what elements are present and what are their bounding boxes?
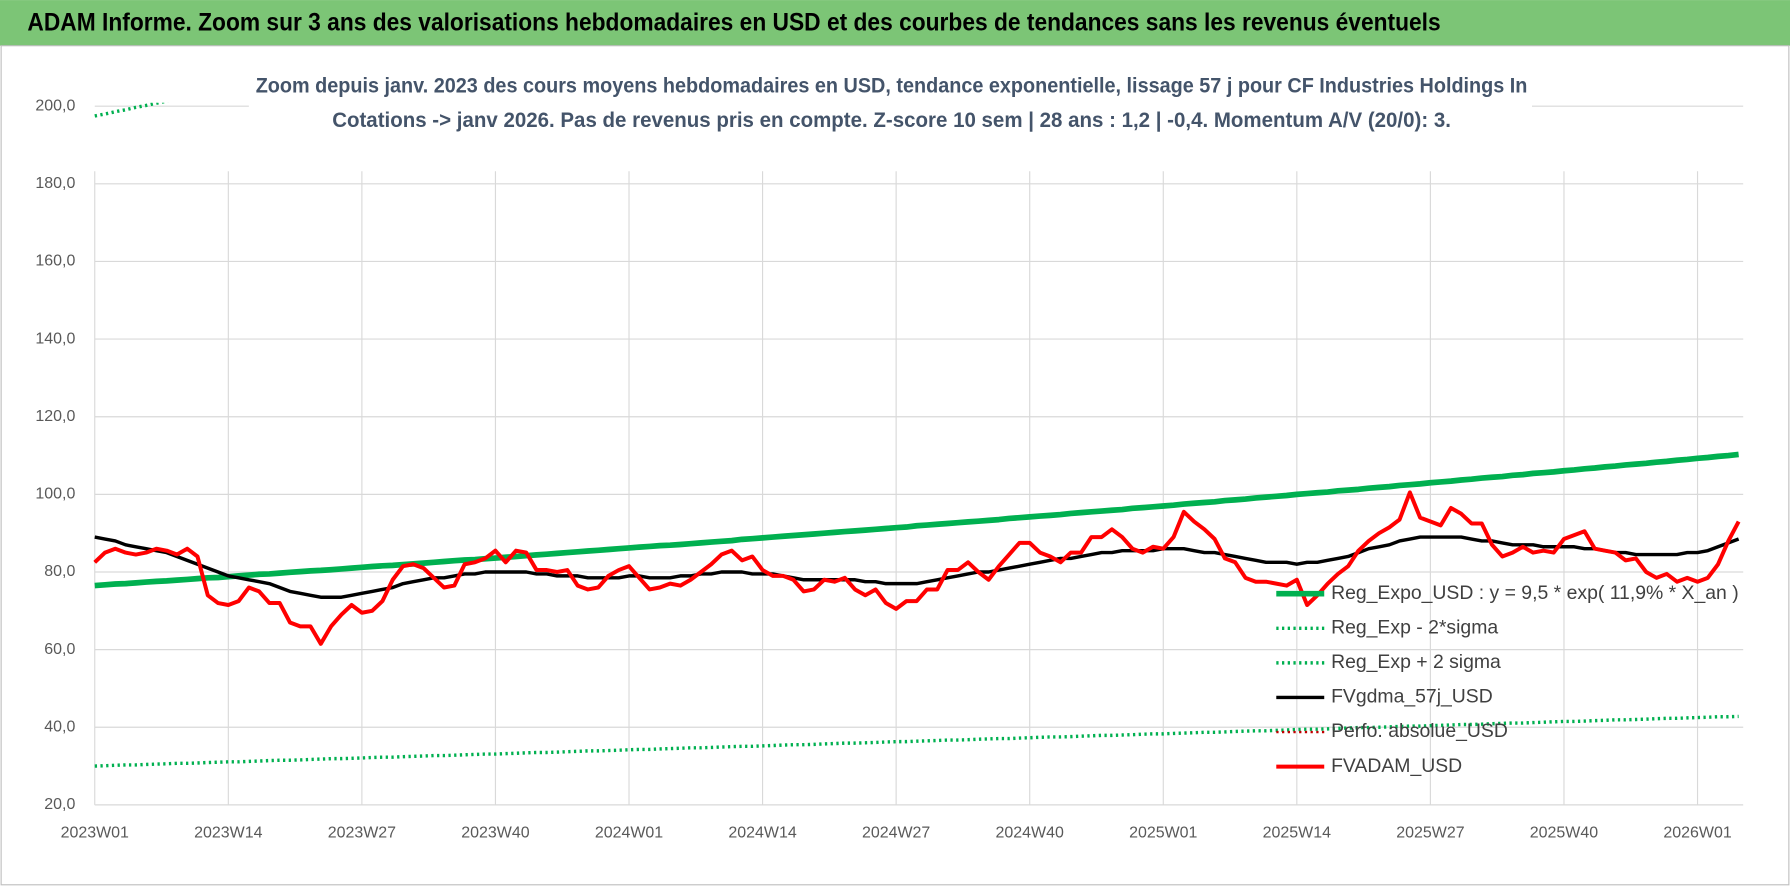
x-tick-label: 2024W01 [595, 825, 663, 842]
header-title: ADAM Informe. Zoom sur 3 ans des valoris… [27, 9, 1440, 37]
y-tick-label: 160,0 [35, 253, 75, 270]
x-tick-label: 2023W14 [194, 825, 262, 842]
title-box [248, 68, 1533, 142]
legend-label: Reg_Exp + 2 sigma [1331, 651, 1501, 673]
y-tick-label: 100,0 [35, 486, 75, 503]
series-line [94, 714, 1739, 768]
y-tick-label: 120,0 [35, 408, 75, 425]
y-tick-label: 180,0 [35, 175, 75, 192]
x-tick-label: 2023W01 [61, 825, 129, 842]
legend-label: Reg_Exp - 2*sigma [1331, 616, 1498, 638]
y-tick-label: 40,0 [44, 718, 75, 735]
x-tick-label: 2024W14 [728, 825, 796, 842]
x-tick-label: 2025W27 [1396, 825, 1464, 842]
x-tick-label: 2024W27 [862, 825, 930, 842]
header-band [0, 0, 1790, 46]
y-tick-label: 200,0 [35, 97, 75, 114]
y-tick-label: 20,0 [44, 796, 75, 813]
x-tick-label: 2026W01 [1663, 825, 1731, 842]
legend-label: Reg_Expo_USD : y = 9,5 * exp( 11,9% * X_… [1331, 582, 1739, 604]
legend-label: Perfo. absolue_USD [1331, 720, 1508, 742]
x-tick-label: 2024W40 [996, 825, 1064, 842]
x-tick-label: 2023W27 [328, 825, 396, 842]
series-line [93, 490, 1741, 646]
x-tick-label: 2023W40 [461, 825, 529, 842]
y-tick-label: 60,0 [44, 641, 75, 658]
series-line [94, 451, 1739, 589]
legend-label: FVADAM_USD [1331, 755, 1462, 777]
y-tick-label: 80,0 [44, 563, 75, 580]
chart-frame [0, 45, 1790, 886]
x-tick-label: 2025W40 [1530, 825, 1598, 842]
x-tick-label: 2025W14 [1263, 825, 1331, 842]
chart-subtitle: Cotations -> janv 2026. Pas de revenus p… [332, 107, 1451, 132]
series-line [94, 535, 1740, 599]
x-tick-label: 2025W01 [1129, 825, 1197, 842]
legend-label: FVgdma_57j_USD [1331, 686, 1493, 708]
chart-title: Zoom depuis janv. 2023 des cours moyens … [256, 73, 1528, 98]
y-tick-label: 140,0 [35, 330, 75, 347]
